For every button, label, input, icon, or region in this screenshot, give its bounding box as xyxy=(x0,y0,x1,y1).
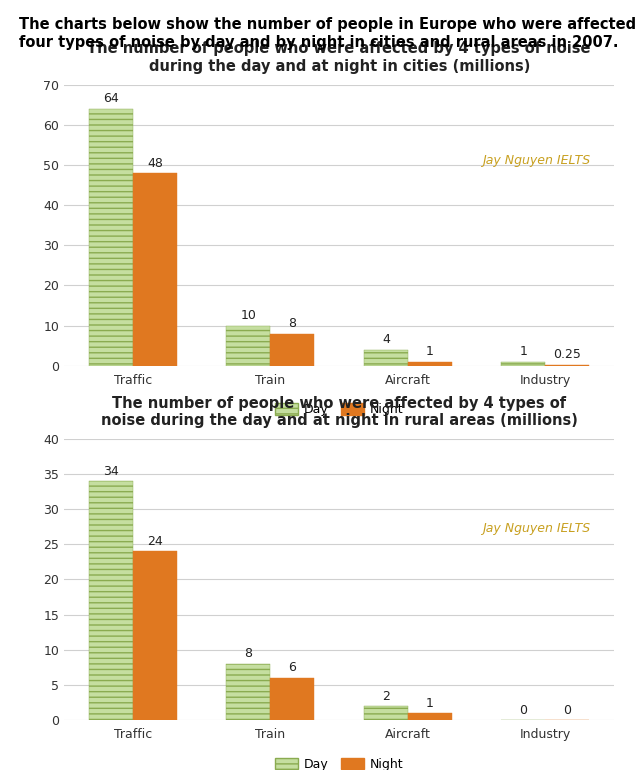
Title: The number of people who were affected by 4 types of
noise during the day and at: The number of people who were affected b… xyxy=(100,396,578,428)
Text: 2: 2 xyxy=(382,689,390,702)
Text: 8: 8 xyxy=(289,317,296,330)
Legend: Day, Night: Day, Night xyxy=(270,752,408,770)
Text: 0: 0 xyxy=(520,704,527,717)
Text: 8: 8 xyxy=(244,648,252,661)
Text: 48: 48 xyxy=(147,156,163,169)
Text: The charts below show the number of people in Europe who were affected by: The charts below show the number of peop… xyxy=(19,17,640,32)
Bar xyxy=(545,365,589,366)
Bar xyxy=(271,333,314,366)
Bar xyxy=(408,713,452,720)
Bar xyxy=(133,551,177,720)
Bar xyxy=(89,481,133,720)
Bar xyxy=(227,664,271,720)
Text: 24: 24 xyxy=(147,535,163,548)
Bar xyxy=(133,173,177,366)
Bar xyxy=(501,362,545,366)
Text: Jay Nguyen IELTS: Jay Nguyen IELTS xyxy=(483,522,591,535)
Title: The number of people who were affected by 4 types of noise
during the day and at: The number of people who were affected b… xyxy=(88,42,591,74)
Text: 6: 6 xyxy=(289,661,296,675)
Text: 0.25: 0.25 xyxy=(554,348,581,361)
Text: four types of noise by day and by night in cities and rural areas in 2007.: four types of noise by day and by night … xyxy=(19,35,619,49)
Text: 1: 1 xyxy=(426,697,434,709)
Bar xyxy=(89,109,133,366)
Bar xyxy=(364,350,408,366)
Text: 1: 1 xyxy=(426,346,434,358)
Text: 0: 0 xyxy=(563,704,572,717)
Text: 4: 4 xyxy=(382,333,390,347)
Text: 34: 34 xyxy=(103,464,119,477)
Bar xyxy=(364,706,408,720)
Text: Jay Nguyen IELTS: Jay Nguyen IELTS xyxy=(483,154,591,167)
Bar xyxy=(227,326,271,366)
Bar xyxy=(408,362,452,366)
Text: 10: 10 xyxy=(241,310,257,322)
Text: 1: 1 xyxy=(520,346,527,358)
Bar xyxy=(271,678,314,720)
Legend: Day, Night: Day, Night xyxy=(270,398,408,421)
Text: 64: 64 xyxy=(103,92,119,105)
